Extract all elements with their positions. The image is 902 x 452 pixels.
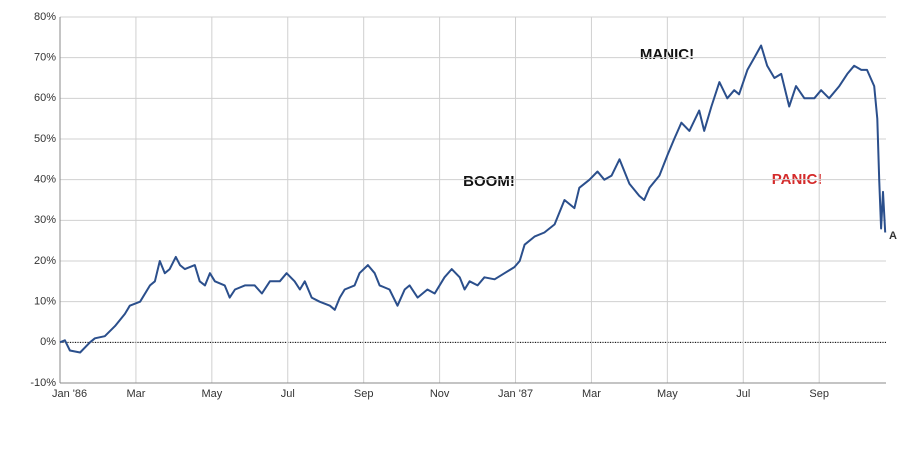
x-tick-label: Jan '86	[52, 388, 87, 400]
y-tick-label: 30%	[34, 214, 56, 226]
y-tick-label: 40%	[34, 174, 56, 186]
x-tick-label: Jan '87	[498, 388, 533, 400]
x-tick-label: Mar	[582, 388, 601, 400]
x-tick-label: Jul	[736, 388, 750, 400]
x-tick-label: May	[657, 388, 678, 400]
x-tick-label: Jul	[281, 388, 295, 400]
y-tick-label: 60%	[34, 92, 56, 104]
y-tick-label: 70%	[34, 52, 56, 64]
x-tick-label: May	[201, 388, 222, 400]
annotation: A	[889, 230, 897, 242]
x-tick-label: Sep	[354, 388, 374, 400]
y-tick-label: 80%	[34, 11, 56, 23]
x-tick-label: Mar	[126, 388, 145, 400]
y-tick-label: 10%	[34, 296, 56, 308]
y-tick-label: 0%	[40, 336, 56, 348]
y-tick-label: 50%	[34, 133, 56, 145]
x-tick-label: Nov	[430, 388, 450, 400]
y-tick-label: -10%	[30, 377, 56, 389]
line-series	[59, 44, 887, 354]
x-tick-label: Sep	[809, 388, 829, 400]
annotation: BOOM!	[463, 173, 515, 190]
y-tick-label: 20%	[34, 255, 56, 267]
